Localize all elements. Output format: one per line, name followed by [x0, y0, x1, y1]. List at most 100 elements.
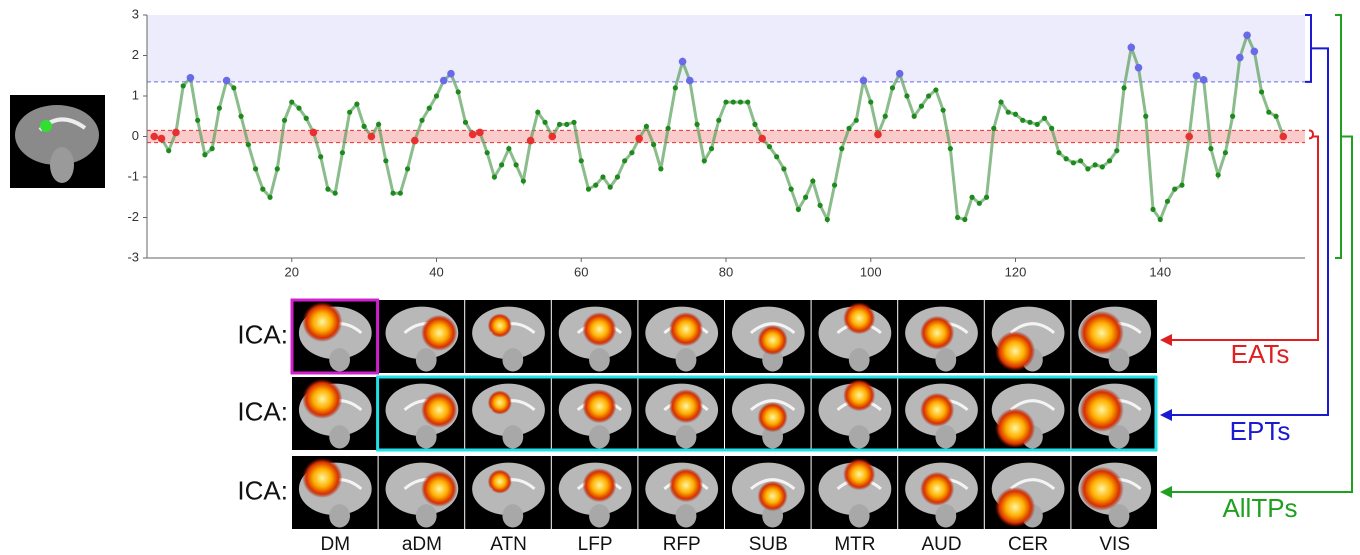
- data-point: [1279, 132, 1288, 141]
- data-point: [976, 200, 982, 206]
- upper-region: [147, 15, 1305, 82]
- data-point: [267, 194, 273, 200]
- row-label: ICA:: [237, 319, 288, 349]
- brain-lower: [848, 504, 870, 528]
- brain-lower: [1108, 425, 1130, 449]
- data-point: [548, 132, 557, 141]
- data-point: [433, 93, 440, 99]
- network-label: AUD: [921, 534, 961, 555]
- y-tick-label: 0: [132, 128, 139, 143]
- y-tick-label: -2: [127, 209, 139, 224]
- x-tick-label: 80: [719, 264, 733, 279]
- data-point: [1070, 160, 1076, 166]
- bracket: [1168, 14, 1353, 493]
- activation: [843, 458, 876, 491]
- data-point: [600, 174, 606, 180]
- data-point: [817, 202, 823, 208]
- data-point: [339, 150, 346, 156]
- data-point: [824, 216, 830, 223]
- data-point: [969, 194, 975, 200]
- data-point: [665, 125, 671, 131]
- brain-lower: [675, 348, 697, 372]
- data-point: [439, 76, 448, 85]
- activation: [757, 402, 788, 433]
- brain-lower: [935, 504, 957, 528]
- data-point: [933, 87, 939, 93]
- brain-fold: [1009, 322, 1056, 335]
- brain-lower: [415, 425, 437, 449]
- activation: [757, 481, 788, 512]
- x-tick-label: 100: [860, 264, 882, 279]
- brain-fold: [1009, 399, 1056, 412]
- network-label: CER: [1008, 534, 1048, 555]
- data-point: [195, 117, 201, 123]
- highlight-box: [376, 375, 1158, 452]
- data-point: [347, 109, 353, 115]
- data-point: [252, 166, 259, 172]
- data-point: [410, 136, 419, 145]
- data-point: [526, 136, 535, 145]
- data-point: [426, 105, 432, 111]
- data-point: [1114, 148, 1120, 154]
- data-point: [752, 121, 758, 127]
- highlight-box: [290, 298, 380, 375]
- data-point: [758, 134, 766, 143]
- data-point: [542, 119, 548, 125]
- brain-lower: [329, 348, 351, 372]
- data-point: [607, 184, 613, 190]
- brain-lower: [502, 425, 524, 449]
- network-label: LFP: [578, 534, 613, 555]
- data-point: [455, 89, 461, 95]
- arrowhead: [1160, 409, 1172, 421]
- data-point: [186, 73, 195, 82]
- row-label: ICA:: [237, 475, 288, 505]
- data-point: [918, 103, 925, 109]
- data-point: [332, 190, 338, 196]
- brain-lower: [329, 504, 351, 528]
- data-point: [882, 113, 888, 119]
- data-point: [629, 150, 635, 156]
- data-point: [172, 128, 180, 137]
- brain-fold: [750, 478, 796, 491]
- data-point: [1250, 47, 1259, 56]
- data-point: [150, 132, 159, 141]
- data-point: [1056, 150, 1062, 156]
- data-point: [955, 214, 961, 221]
- data-point: [622, 158, 628, 164]
- activation: [757, 325, 788, 356]
- data-point: [1106, 158, 1113, 164]
- data-point: [831, 182, 838, 188]
- data-point: [1222, 150, 1228, 156]
- data-point: [1273, 113, 1279, 119]
- brain-lower: [589, 425, 610, 449]
- data-point: [635, 134, 643, 143]
- data-point: [376, 121, 382, 127]
- data-point: [1063, 156, 1069, 162]
- data-point: [157, 134, 166, 143]
- data-point: [520, 178, 526, 184]
- data-point: [947, 146, 953, 152]
- data-point: [810, 178, 816, 184]
- data-point: [889, 85, 896, 91]
- activation: [302, 301, 343, 342]
- brain-lower: [1108, 348, 1130, 372]
- activation: [1079, 310, 1124, 355]
- y-tick-label: 1: [132, 87, 139, 102]
- data-point: [1027, 119, 1033, 125]
- data-point: [296, 105, 302, 111]
- activation: [582, 389, 617, 424]
- data-point: [462, 119, 469, 125]
- network-label: SUB: [749, 534, 788, 555]
- brain-lower: [502, 504, 524, 528]
- activation: [669, 389, 704, 424]
- activation: [920, 315, 955, 350]
- data-point: [1199, 76, 1208, 84]
- data-point: [701, 158, 707, 164]
- data-point: [745, 99, 751, 105]
- data-point: [593, 182, 599, 188]
- activation: [302, 457, 343, 498]
- data-point: [476, 128, 484, 137]
- activation: [1079, 466, 1124, 511]
- activation: [843, 379, 876, 412]
- data-point: [1034, 121, 1040, 127]
